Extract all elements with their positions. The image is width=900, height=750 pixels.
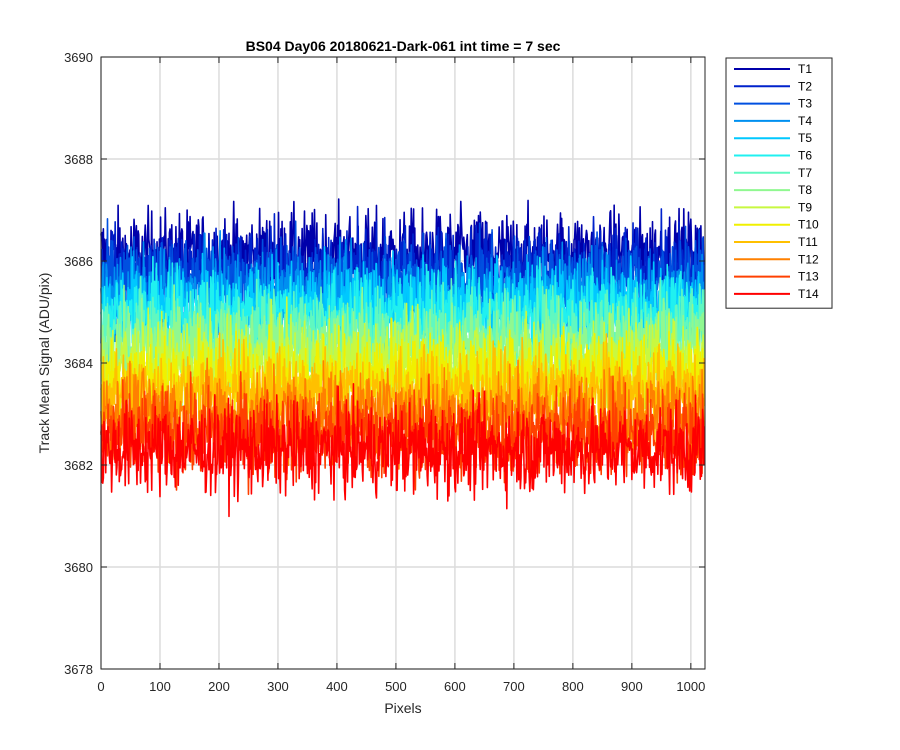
- legend-label-T4: T4: [798, 114, 812, 128]
- legend-label-T2: T2: [798, 79, 812, 93]
- x-tick-label: 700: [503, 679, 525, 694]
- x-tick-label: 400: [326, 679, 348, 694]
- y-axis-label: Track Mean Signal (ADU/pix): [36, 273, 52, 454]
- legend-label-T7: T7: [798, 166, 812, 180]
- series-lines: [100, 198, 706, 518]
- y-tick-label: 3690: [64, 50, 93, 65]
- legend-label-T8: T8: [798, 183, 812, 197]
- x-tick-label: 900: [621, 679, 643, 694]
- x-tick-label: 800: [562, 679, 584, 694]
- legend-label-T9: T9: [798, 200, 812, 214]
- y-tick-label: 3678: [64, 662, 93, 677]
- legend-label-T5: T5: [798, 131, 812, 145]
- x-tick-label: 500: [385, 679, 407, 694]
- legend-label-T14: T14: [798, 287, 819, 301]
- x-tick-label: 600: [444, 679, 466, 694]
- y-tick-label: 3688: [64, 152, 93, 167]
- y-tick-label: 3684: [64, 356, 93, 371]
- legend-box: [725, 57, 833, 309]
- x-tick-label: 300: [267, 679, 289, 694]
- legend: T1 T2 T3 T4 T5 T6 T7 T8 T9 T10 T11 T12 T13 T14: [725, 57, 833, 309]
- legend-label-T13: T13: [798, 270, 819, 284]
- chart-title: BS04 Day06 20180621-Dark-061 int time = …: [246, 38, 561, 54]
- legend-label-T6: T6: [798, 149, 812, 163]
- x-tick-label: 0: [97, 679, 104, 694]
- legend-label-T10: T10: [798, 218, 819, 232]
- series-line-T14: [100, 382, 706, 518]
- x-axis-label: Pixels: [384, 700, 421, 716]
- legend-label-T1: T1: [798, 62, 812, 76]
- x-tick-label: 1000: [676, 679, 705, 694]
- legend-label-T3: T3: [798, 97, 812, 111]
- legend-label-T11: T11: [798, 235, 818, 249]
- legend-label-T12: T12: [798, 252, 819, 266]
- x-tick-label: 100: [149, 679, 171, 694]
- y-tick-label: 3680: [64, 560, 93, 575]
- axes: 0 100 200 300 400 500 600 700 800 900 1000 3678 3680…: [64, 50, 706, 694]
- x-tick-label: 200: [208, 679, 230, 694]
- y-tick-label: 3686: [64, 254, 93, 269]
- y-tick-label: 3682: [64, 458, 93, 473]
